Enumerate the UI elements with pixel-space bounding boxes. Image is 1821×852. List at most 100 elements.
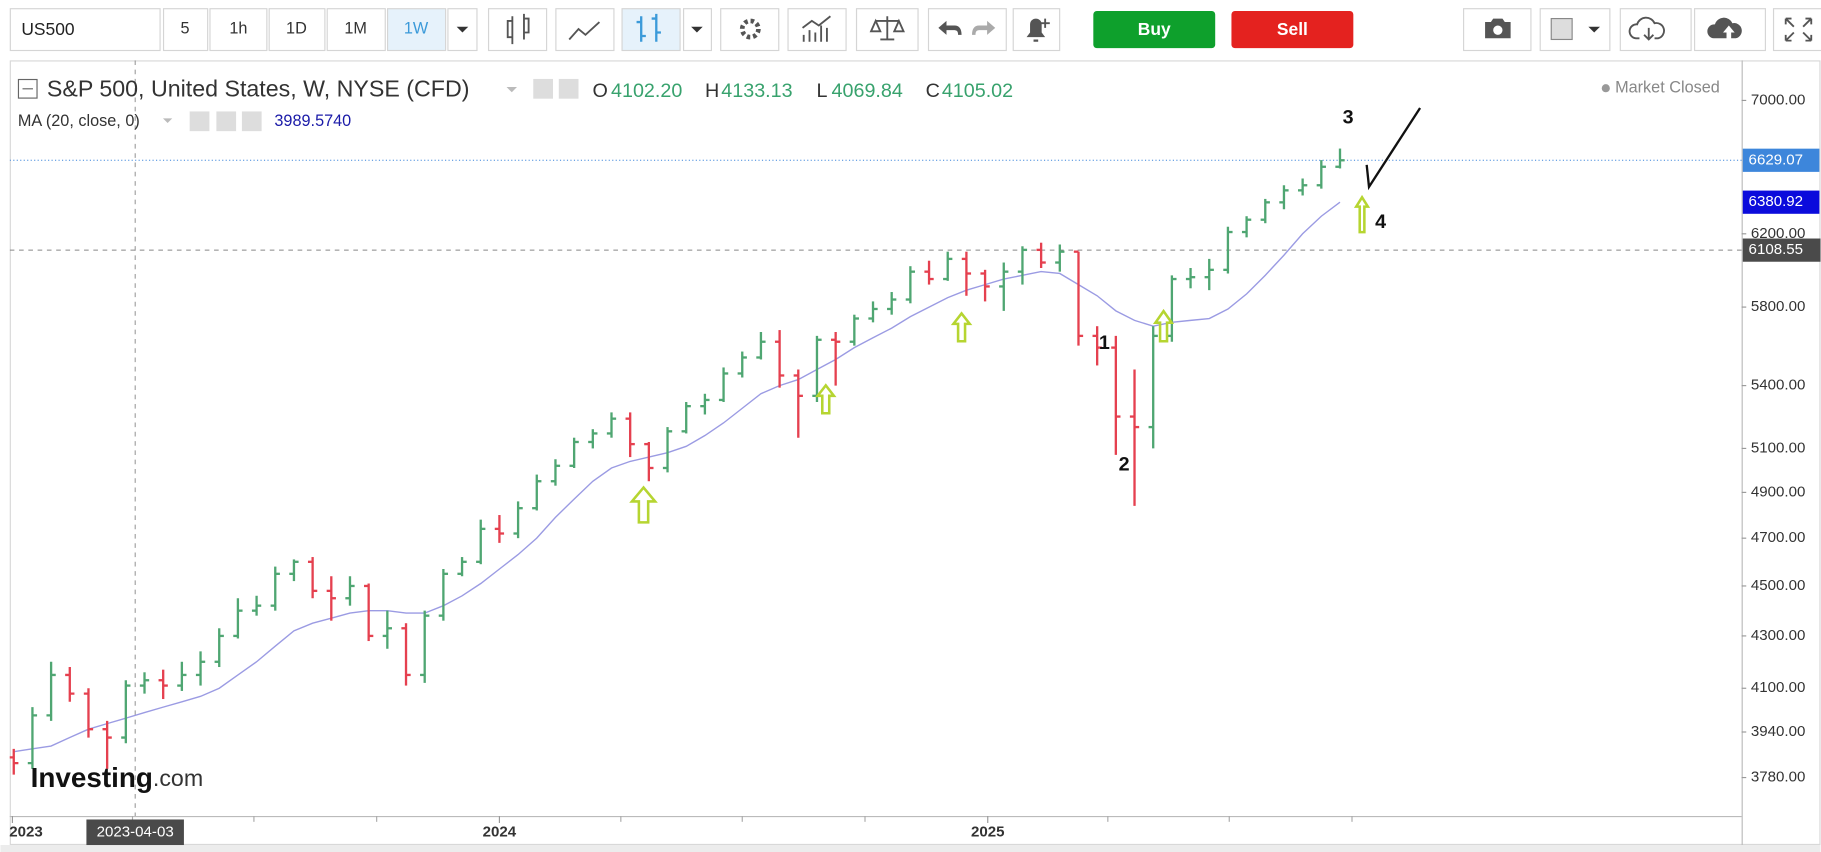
buy-button[interactable]: [1093, 11, 1216, 49]
ma-name: MA (20, close, 0): [18, 112, 140, 130]
price-marker-box: [1742, 190, 1820, 214]
icon: [1784, 17, 1813, 42]
icon: [972, 20, 996, 35]
icon[interactable]: [558, 78, 579, 99]
icon: [568, 21, 601, 41]
ohlc-value: 4133.13: [721, 80, 792, 102]
icon[interactable]: [241, 111, 262, 132]
caret: [506, 87, 518, 93]
y-tick-label: 4300.00: [1751, 627, 1806, 644]
crosshair-y-box: [1742, 238, 1821, 262]
y-tick-label: 5100.00: [1751, 439, 1806, 456]
icon: [1550, 17, 1573, 41]
icon: [1040, 18, 1050, 28]
interval-button[interactable]: [326, 8, 386, 52]
x-tick-label: 2025: [971, 823, 1005, 840]
icon: [869, 16, 905, 41]
undo-redo[interactable]: [927, 8, 1007, 52]
candles-button[interactable]: [487, 8, 548, 52]
interval-button[interactable]: [162, 8, 209, 52]
collapse-icon[interactable]: [17, 78, 38, 99]
market-status: Market Closed: [1615, 79, 1720, 97]
icon: [739, 18, 761, 40]
interval-button-active[interactable]: [386, 8, 447, 52]
icon[interactable]: [189, 111, 210, 132]
y-tick-label: 3940.00: [1751, 723, 1806, 740]
caret: [456, 26, 469, 33]
ohlc-value: 4069.84: [832, 80, 903, 102]
caret: [1588, 26, 1600, 33]
icon: [1628, 16, 1665, 41]
y-tick-label: 5400.00: [1751, 377, 1806, 394]
bottom-strip: [0, 845, 1821, 852]
load-button[interactable]: [1619, 8, 1692, 52]
arrow: [629, 485, 658, 524]
crosshair-y-label: 6108.55: [1749, 241, 1804, 258]
trend-drawing: [1365, 107, 1422, 191]
symbol-box[interactable]: [9, 8, 161, 52]
chart-title: S&P 500, United States, W, NYSE (CFD): [47, 76, 470, 102]
x-tick-label: 2024: [483, 823, 517, 840]
y-tick-label: 4700.00: [1751, 529, 1806, 546]
interval-label: 1h: [229, 19, 247, 37]
price-marker-label: 6380.92: [1749, 193, 1804, 210]
ohlc-value: 4105.02: [942, 80, 1013, 102]
chart-frame: [9, 60, 1821, 846]
caret: [691, 26, 703, 33]
x-tick-label: 2023: [9, 823, 43, 840]
icon: [1026, 18, 1046, 42]
interval-label: 1D: [286, 19, 307, 37]
annotation: 1: [1099, 332, 1110, 354]
arrow: [1353, 194, 1371, 234]
ohlc-key: H: [705, 80, 719, 102]
y-tick-label: 4500.00: [1751, 577, 1806, 594]
ohlc-key: C: [926, 80, 940, 102]
interval-label: 5: [180, 19, 189, 37]
drawings: [629, 194, 1371, 524]
ma-value: 3989.5740: [274, 112, 351, 130]
ma-line: [13, 201, 1341, 753]
icon: [1493, 25, 1503, 35]
y-tick-label: 4900.00: [1751, 483, 1806, 500]
sell-label: Sell: [1277, 19, 1308, 39]
ohlc-value: 4102.20: [611, 80, 682, 102]
save-button[interactable]: [1694, 8, 1766, 52]
sell-button[interactable]: [1231, 11, 1354, 49]
indicators-button[interactable]: [787, 8, 847, 52]
arrow: [815, 383, 837, 415]
axes: 3780.00 3940.00 4100.00 4300.00 4500.00 4700.…: [9, 91, 1821, 846]
caret: [162, 118, 173, 124]
y-tick-label: 6200.00: [1751, 225, 1806, 242]
annotation: 4: [1375, 211, 1386, 233]
crosshair-x-label: 2023-04-03: [97, 823, 174, 840]
interval-label: 1W: [404, 19, 429, 37]
brand-name: Investing: [31, 762, 153, 793]
annotation: 3: [1343, 107, 1354, 129]
price-marker-box: [1742, 148, 1820, 172]
settings-button[interactable]: [720, 8, 780, 52]
legend: S&P 500, United States, W, NYSE (CFD) O …: [18, 76, 1720, 132]
symbol: US500: [21, 19, 74, 39]
y-tick-label: 5800.00: [1751, 298, 1806, 315]
line-button[interactable]: [555, 8, 615, 52]
crosshair-x-box: [86, 819, 184, 846]
fullscreen-button[interactable]: [1772, 8, 1821, 52]
arrow: [1152, 308, 1175, 343]
arrow: [950, 311, 973, 343]
bars-button-active[interactable]: [621, 8, 681, 52]
interval-button[interactable]: [209, 8, 268, 52]
icon: [1707, 17, 1742, 39]
status-dot: [1601, 84, 1610, 93]
price-marker-label: 6629.07: [1749, 151, 1804, 168]
icon[interactable]: [533, 78, 553, 99]
annotation: 2: [1119, 454, 1130, 476]
y-tick-label: 4100.00: [1751, 679, 1806, 696]
icon: [636, 13, 661, 42]
toolbar: US500 5 1h 1D 1M 1W Buy S: [9, 8, 1821, 52]
brand-suffix: .com: [153, 765, 203, 791]
icon[interactable]: [216, 111, 237, 132]
interval-button[interactable]: [268, 8, 326, 52]
plot-area: [9, 60, 1742, 817]
